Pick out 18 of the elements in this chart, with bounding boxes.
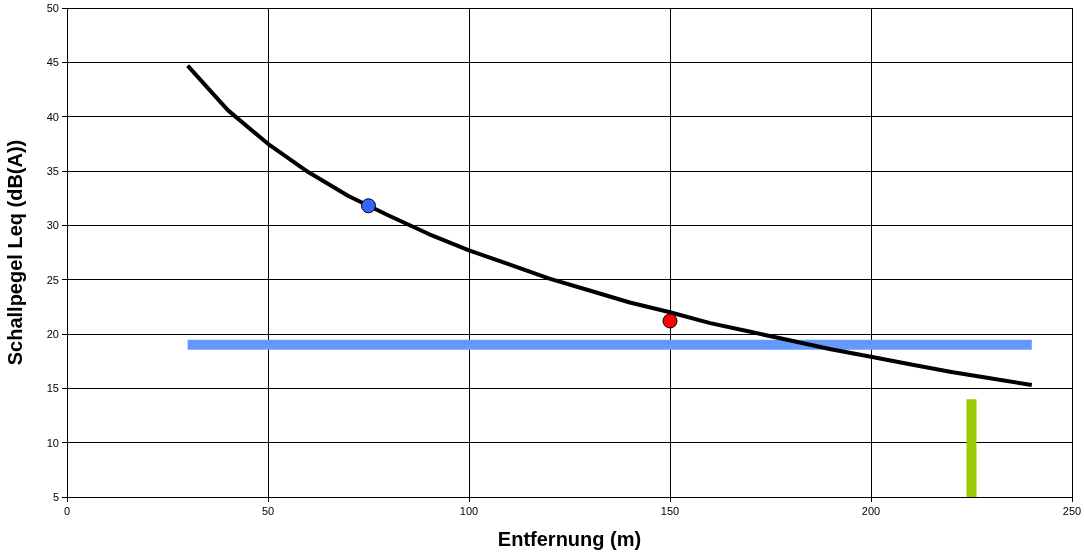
x-tick-label: 200 <box>861 504 881 517</box>
y-tick-label: 45 <box>46 55 59 68</box>
y-tick-label: 35 <box>46 164 59 177</box>
y-tick-label: 30 <box>46 218 59 231</box>
y-tick-label: 50 <box>46 1 59 14</box>
x-tick-label: 50 <box>261 504 275 517</box>
y-tick-label: 40 <box>46 110 59 123</box>
x-tick-label: 150 <box>660 504 680 517</box>
x-tick-label: 250 <box>1062 504 1082 517</box>
x-axis-title: Entfernung (m) <box>497 527 642 550</box>
y-tick-label: 5 <box>52 490 59 503</box>
y-tick-label: 20 <box>46 327 59 340</box>
y-axis-title: Schallpegel Leq (dB(A)) <box>3 139 26 366</box>
y-tick-label: 10 <box>46 436 59 449</box>
x-tick-label: 100 <box>459 504 479 517</box>
y-tick-label: 15 <box>46 381 59 394</box>
x-tick-label: 0 <box>63 504 71 517</box>
y-tick-label: 25 <box>46 273 59 286</box>
